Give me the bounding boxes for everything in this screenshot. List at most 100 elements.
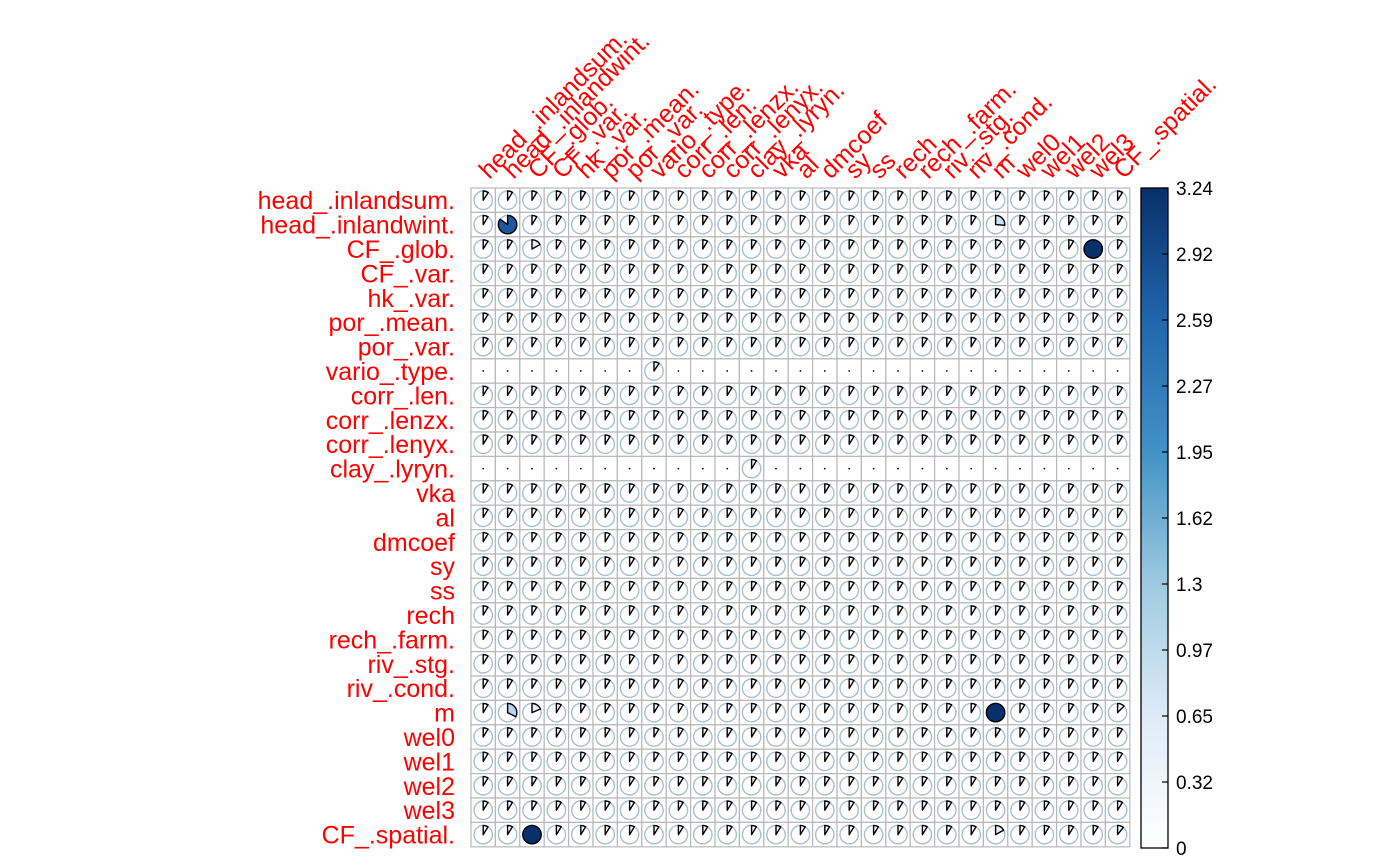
pie-mark: [970, 507, 977, 519]
cell-mark: [888, 239, 908, 259]
row-label: wel1: [403, 748, 455, 776]
pie-mark: [848, 531, 855, 543]
cell-mark: [912, 385, 933, 406]
pie-mark: [1068, 507, 1075, 519]
pie-mark: [970, 727, 977, 738]
pie-mark: [994, 312, 1002, 323]
pie-mark: [946, 409, 953, 421]
pie-mark: [531, 678, 538, 689]
cell-mark: [619, 775, 640, 796]
cell-mark: [839, 214, 860, 235]
cell-mark: [546, 678, 567, 699]
cell-mark: [692, 409, 713, 430]
cell-mark: [595, 727, 616, 747]
pie-mark: [872, 800, 880, 811]
pie-mark: [970, 287, 977, 299]
cell-mark: [546, 190, 567, 211]
pie-mark: [897, 605, 904, 616]
cell-mark: [644, 361, 664, 381]
cell-mark: [473, 531, 494, 552]
pie-mark: [1116, 629, 1124, 641]
pie-mark: [872, 312, 880, 323]
cell-mark: [668, 312, 689, 333]
cell-mark: [888, 531, 908, 552]
cell-mark: [985, 434, 1006, 455]
pie-mark: [604, 336, 611, 348]
pie-mark: [872, 483, 880, 494]
cell-mark: [497, 824, 518, 845]
cell-mark: [570, 653, 591, 674]
cell-mark: [790, 434, 811, 455]
cell-mark: [814, 483, 835, 503]
cell-mark: [668, 385, 689, 406]
cell-mark: [790, 653, 811, 674]
pie-mark: [482, 336, 489, 348]
cell-mark: [546, 263, 567, 284]
pie-mark: [726, 312, 733, 323]
dot-mark: [775, 467, 777, 470]
cell-mark: [604, 467, 607, 470]
cell-mark: [1010, 312, 1030, 333]
cell-mark: [570, 312, 591, 333]
pie-mark: [872, 263, 880, 275]
cell-mark: [482, 467, 485, 470]
pie-mark: [970, 385, 977, 397]
cell-mark: [1058, 312, 1079, 333]
cell-mark: [790, 800, 811, 821]
cell-mark: [766, 824, 786, 845]
pie-mark: [604, 409, 611, 421]
cell-mark: [888, 580, 908, 601]
pie-mark: [580, 678, 587, 689]
cell-mark: [1083, 239, 1104, 259]
pie-mark: [653, 409, 660, 421]
cell-mark: [790, 580, 811, 601]
cell-mark: [741, 458, 762, 479]
cell-mark: [546, 775, 567, 796]
pie-mark: [872, 653, 880, 665]
pie-mark: [702, 287, 709, 299]
cell-mark: [546, 556, 567, 577]
pie-mark: [970, 483, 977, 494]
pie-mark: [848, 775, 855, 787]
pie-mark: [1019, 385, 1026, 397]
pie-mark: [726, 263, 733, 275]
cell-mark: [790, 190, 811, 211]
cell-mark: [814, 678, 835, 699]
pie-mark: [677, 287, 684, 299]
pie-mark: [653, 239, 660, 250]
pie-mark: [824, 775, 831, 787]
cell-mark: [741, 775, 762, 796]
row-label: dmcoef: [373, 529, 455, 557]
cell-mark: [1034, 580, 1055, 601]
cell-mark: [1107, 556, 1128, 577]
pie-mark: [970, 702, 977, 714]
pie-mark: [1019, 434, 1026, 445]
cell-mark: [619, 727, 640, 747]
pie-mark: [970, 824, 977, 836]
cell-mark: [741, 653, 762, 674]
pie-mark: [750, 312, 758, 323]
cell-mark: [570, 751, 591, 772]
cell-mark: [497, 727, 518, 747]
cell-mark: [644, 214, 664, 235]
cell-mark: [961, 409, 982, 430]
pie-mark: [946, 507, 953, 519]
pie-mark: [775, 751, 782, 763]
cell-mark: [1058, 800, 1079, 821]
pie-mark: [1068, 531, 1075, 543]
pie-mark: [921, 775, 928, 787]
pie-mark: [921, 409, 928, 421]
cell-mark: [668, 605, 689, 625]
pie-mark: [1019, 775, 1026, 787]
cell-mark: [1058, 580, 1079, 601]
dot-mark: [872, 370, 875, 372]
pie-mark: [824, 653, 831, 665]
cell-mark: [1010, 483, 1030, 503]
cell-mark: [839, 434, 860, 455]
pie-mark: [482, 385, 489, 397]
cell-mark: [790, 507, 811, 528]
cell-mark: [985, 239, 1006, 259]
cell-mark: [1034, 239, 1055, 259]
cell-mark: [888, 727, 908, 747]
pie-mark: [506, 653, 514, 665]
